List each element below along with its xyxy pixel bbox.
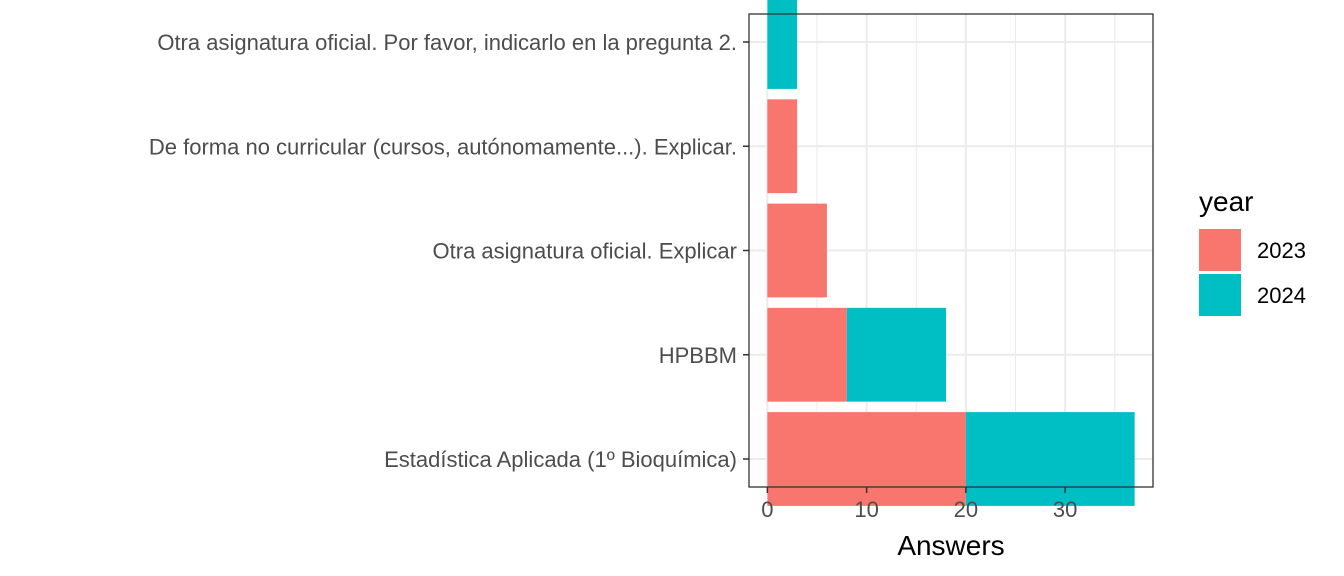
bar-2024-4 bbox=[767, 0, 798, 89]
bar-2023-1 bbox=[767, 307, 847, 402]
y-tick-label: HPBBM bbox=[659, 343, 737, 368]
y-axis: Estadística Aplicada (1º Bioquímica) HPBB… bbox=[149, 30, 749, 472]
legend-key-2024 bbox=[1199, 274, 1241, 316]
bar-2023-3 bbox=[767, 99, 798, 194]
bar-2024-1 bbox=[846, 307, 947, 402]
y-tick-label: Otra asignatura oficial. Explicar bbox=[433, 239, 737, 264]
x-tick-label: 20 bbox=[954, 497, 978, 522]
legend-label-2023: 2023 bbox=[1257, 238, 1306, 263]
plot-panel bbox=[748, 0, 1154, 506]
x-tick-label: 30 bbox=[1053, 497, 1077, 522]
x-tick-label: 0 bbox=[761, 497, 773, 522]
x-tick-label: 10 bbox=[854, 497, 878, 522]
bar-2023-2 bbox=[767, 203, 827, 298]
bar-2024-0 bbox=[965, 412, 1135, 506]
x-axis: 0 10 20 30 bbox=[761, 487, 1077, 522]
legend: year 2023 2024 bbox=[1199, 186, 1306, 316]
y-tick-label: De forma no curricular (cursos, autónoma… bbox=[149, 134, 737, 159]
legend-label-2024: 2024 bbox=[1257, 283, 1306, 308]
legend-title: year bbox=[1199, 186, 1253, 217]
bars bbox=[767, 0, 1135, 506]
x-axis-title: Answers bbox=[897, 530, 1004, 561]
legend-key-2023 bbox=[1199, 229, 1241, 271]
y-tick-label: Otra asignatura oficial. Por favor, indi… bbox=[157, 30, 737, 55]
y-tick-label: Estadística Aplicada (1º Bioquímica) bbox=[384, 447, 737, 472]
